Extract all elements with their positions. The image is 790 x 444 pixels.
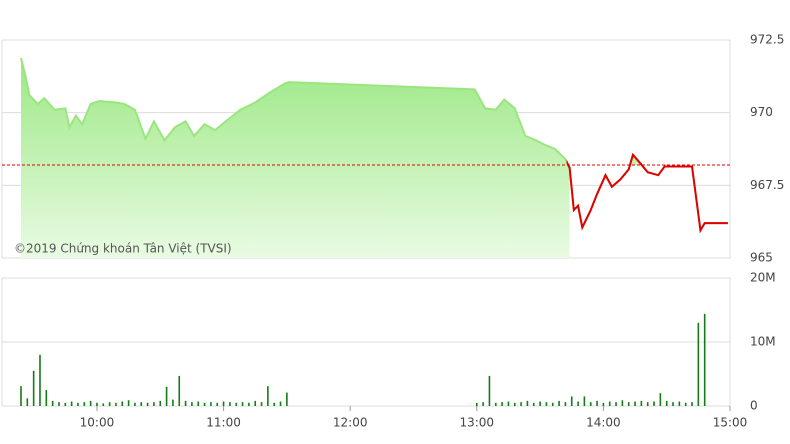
volume-bar — [672, 402, 674, 406]
volume-bar — [20, 386, 22, 406]
volume-bar — [703, 313, 706, 406]
volume-bar — [248, 402, 250, 406]
volume-bar — [691, 402, 693, 406]
y-tick-label: 967.5 — [750, 178, 784, 192]
volume-bar — [539, 401, 541, 406]
x-tick-label: 12:00 — [333, 416, 368, 430]
volume-bar — [526, 400, 529, 406]
volume-bar — [134, 402, 136, 406]
volume-bar — [127, 400, 130, 406]
volume-bar — [507, 401, 510, 406]
volume-bar — [646, 402, 649, 406]
volume-bar — [108, 402, 111, 406]
volume-bar — [89, 400, 92, 406]
volume-bar — [653, 401, 655, 406]
x-tick-label: 14:00 — [586, 416, 621, 430]
volume-bar — [32, 370, 35, 406]
volume-bar — [665, 400, 668, 406]
volume-bar — [475, 402, 478, 406]
volume-bar — [577, 401, 579, 406]
volume-bar — [191, 402, 193, 406]
volume-bar — [165, 386, 168, 406]
volume-bar — [51, 400, 54, 406]
volume-bar — [520, 402, 522, 406]
volume-bar — [558, 400, 560, 406]
volume-bar — [178, 375, 181, 406]
volume-bar — [602, 402, 605, 406]
price-line-below-reference — [566, 152, 728, 234]
volume-bar — [45, 390, 48, 406]
x-tick-label: 11:00 — [206, 416, 241, 430]
volume-bar — [210, 402, 212, 406]
volume-bar — [115, 402, 117, 406]
volume-bar — [494, 402, 497, 406]
volume-bar — [627, 402, 630, 406]
volume-bar — [621, 400, 624, 406]
volume-bar — [286, 392, 288, 406]
volume-bar — [482, 402, 484, 406]
volume-bar — [235, 402, 238, 406]
volume-bar — [608, 401, 611, 406]
volume-bar — [70, 401, 73, 406]
volume-bar — [532, 402, 535, 406]
volume-bar — [39, 354, 41, 406]
x-tick-label: 10:00 — [80, 416, 115, 430]
volume-bar — [501, 402, 503, 406]
volume-bar — [634, 401, 636, 406]
y-tick-label: 10M — [750, 335, 776, 349]
volume-bar — [659, 393, 662, 406]
y-tick-label: 970 — [750, 105, 773, 119]
volume-bar — [77, 402, 79, 406]
volume-bar — [697, 322, 700, 406]
volume-bar — [513, 402, 516, 406]
y-tick-label: 20M — [750, 271, 776, 285]
x-tick-label: 13:00 — [459, 416, 494, 430]
volume-bar — [26, 398, 29, 406]
volume-bar — [279, 401, 282, 406]
volume-bar — [241, 402, 244, 406]
volume-bar — [254, 400, 257, 406]
volume-bar — [229, 402, 231, 406]
volume-bar — [146, 402, 149, 406]
volume-bar — [96, 402, 98, 406]
volume-bar — [184, 400, 187, 406]
volume-bar — [570, 396, 573, 406]
volume-bar — [222, 401, 225, 406]
volume-bar — [83, 402, 86, 406]
volume-bar — [678, 401, 681, 406]
price-area — [20, 58, 728, 258]
volume-bar — [216, 402, 219, 406]
volume-bar — [159, 400, 162, 406]
volume-bar — [640, 400, 643, 406]
volume-bar — [203, 402, 206, 406]
volume-bar — [172, 399, 174, 406]
volume-bar — [589, 402, 592, 406]
volume-bar — [153, 402, 155, 406]
volume-bar — [197, 401, 200, 406]
volume-bar — [267, 386, 269, 406]
volume-bar — [273, 402, 276, 406]
watermark: ©2019 Chứng khoán Tân Việt (TVSI) — [14, 242, 232, 256]
volume-bar — [583, 396, 586, 406]
volume-bar — [58, 402, 60, 406]
y-tick-label: 972.5 — [750, 33, 784, 47]
volume-bar — [596, 400, 598, 406]
volume-bar — [615, 402, 617, 406]
volume-bar — [545, 402, 548, 406]
volume-bar — [260, 402, 263, 406]
y-tick-label: 0 — [750, 399, 758, 413]
y-tick-label: 965 — [750, 251, 773, 265]
volume-bar — [564, 402, 567, 406]
volume-bar — [140, 402, 143, 406]
x-tick-label: 15:00 — [713, 416, 748, 430]
volume-bar — [121, 401, 124, 406]
volume-bar — [102, 403, 105, 406]
volume-bar — [64, 402, 67, 406]
volume-bar — [488, 375, 491, 406]
volume-bar — [551, 402, 554, 406]
volume-bar — [684, 402, 687, 406]
